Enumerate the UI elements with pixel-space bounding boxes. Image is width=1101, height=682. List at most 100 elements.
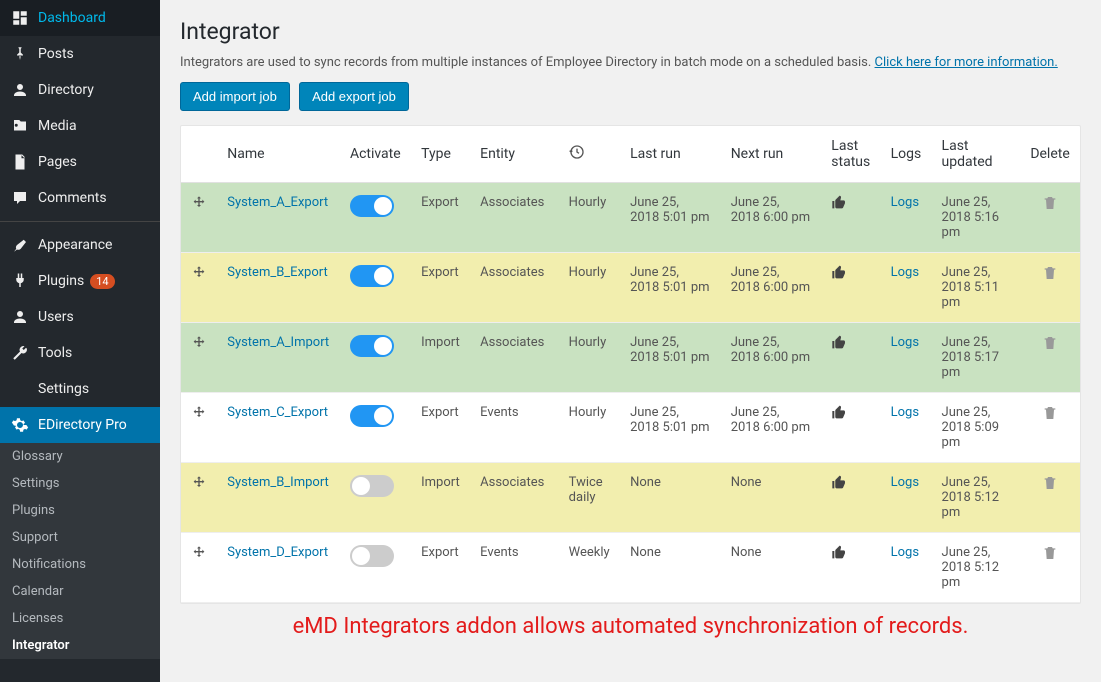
sidebar-item-appearance[interactable]: Appearance [0, 227, 160, 263]
thumbs-up-icon [831, 406, 847, 425]
sidebar-item-label: Comments [38, 190, 107, 206]
cell-updated: June 25, 2018 5:09 pm [932, 393, 1021, 463]
cell-schedule: Twice daily [559, 463, 620, 533]
activate-toggle[interactable] [350, 195, 394, 217]
brush-icon [10, 235, 30, 255]
trash-icon[interactable] [1042, 476, 1058, 495]
thumbs-up-icon [831, 336, 847, 355]
submenu-item-calendar[interactable]: Calendar [0, 578, 160, 605]
cell-nextrun: None [721, 463, 822, 533]
sidebar-item-users[interactable]: Users [0, 299, 160, 335]
submenu-item-support[interactable]: Support [0, 524, 160, 551]
trash-icon[interactable] [1042, 336, 1058, 355]
drag-handle-icon[interactable] [191, 336, 207, 355]
logs-link[interactable]: Logs [891, 545, 919, 560]
cell-type: Export [411, 183, 470, 253]
cell-type: Export [411, 393, 470, 463]
sidebar-item-label: Users [38, 309, 74, 325]
submenu-item-plugins[interactable]: Plugins [0, 497, 160, 524]
sidebar-item-label: EDirectory Pro [38, 417, 127, 433]
logs-link[interactable]: Logs [891, 405, 919, 420]
th-schedule [559, 126, 620, 183]
cell-nextrun: June 25, 2018 6:00 pm [721, 183, 822, 253]
cell-lastrun: June 25, 2018 5:01 pm [620, 323, 721, 393]
th-lastrun: Last run [620, 126, 721, 183]
logs-link[interactable]: Logs [891, 265, 919, 280]
drag-handle-icon[interactable] [191, 476, 207, 495]
cell-updated: June 25, 2018 5:11 pm [932, 253, 1021, 323]
activate-toggle[interactable] [350, 265, 394, 287]
sidebar-item-edirectory-pro[interactable]: EDirectory Pro [0, 407, 160, 443]
trash-icon[interactable] [1042, 546, 1058, 565]
integrator-table: Name Activate Type Entity Last run Next … [181, 126, 1080, 603]
sidebar-item-label: Posts [38, 46, 74, 62]
cell-lastrun: None [620, 463, 721, 533]
thumbs-up-icon [831, 196, 847, 215]
activate-toggle[interactable] [350, 545, 394, 567]
user-icon [10, 307, 30, 327]
sidebar-item-tools[interactable]: Tools [0, 335, 160, 371]
sidebar-item-directory[interactable]: Directory [0, 72, 160, 108]
cell-type: Import [411, 323, 470, 393]
sidebar-item-dashboard[interactable]: Dashboard [0, 0, 160, 36]
submenu-item-licenses[interactable]: Licenses [0, 605, 160, 632]
more-info-link[interactable]: Click here for more information. [875, 55, 1058, 70]
sidebar-item-plugins[interactable]: Plugins14 [0, 263, 160, 299]
table-row: System_B_ImportImportAssociatesTwice dai… [181, 463, 1080, 533]
cell-lastrun: June 25, 2018 5:01 pm [620, 253, 721, 323]
activate-toggle[interactable] [350, 475, 394, 497]
job-name-link[interactable]: System_A_Export [227, 195, 328, 210]
job-name-link[interactable]: System_D_Export [227, 545, 328, 560]
job-name-link[interactable]: System_A_Import [227, 335, 329, 350]
page-title: Integrator [180, 18, 1081, 45]
wrench-icon [10, 343, 30, 363]
logs-link[interactable]: Logs [891, 335, 919, 350]
cell-schedule: Hourly [559, 183, 620, 253]
sidebar-item-comments[interactable]: Comments [0, 180, 160, 216]
table-row: System_C_ExportExportEventsHourlyJune 25… [181, 393, 1080, 463]
cell-lastrun: June 25, 2018 5:01 pm [620, 393, 721, 463]
table-row: System_A_Export ExportAssociatesHourly Jun… [181, 183, 1080, 253]
activate-toggle[interactable] [350, 405, 394, 427]
add-import-job-button[interactable]: Add import job [180, 82, 290, 111]
sidebar-item-media[interactable]: Media [0, 108, 160, 144]
cell-entity: Associates [470, 323, 559, 393]
submenu-item-settings[interactable]: Settings [0, 470, 160, 497]
add-export-job-button[interactable]: Add export job [299, 82, 409, 111]
cell-lastrun: None [620, 533, 721, 603]
drag-handle-icon[interactable] [191, 266, 207, 285]
submenu-item-notifications[interactable]: Notifications [0, 551, 160, 578]
submenu-item-integrator[interactable]: Integrator [0, 632, 160, 659]
cell-schedule: Hourly [559, 323, 620, 393]
cell-updated: June 25, 2018 5:12 pm [932, 463, 1021, 533]
cell-entity: Events [470, 393, 559, 463]
page-description: Integrators are used to sync records fro… [180, 55, 1081, 70]
job-name-link[interactable]: System_B_Import [227, 475, 329, 490]
th-activate: Activate [340, 126, 411, 183]
submenu-item-glossary[interactable]: Glossary [0, 443, 160, 470]
job-name-link[interactable]: System_B_Export [227, 265, 327, 280]
cell-schedule: Hourly [559, 253, 620, 323]
job-name-link[interactable]: System_C_Export [227, 405, 328, 420]
plug-icon [10, 271, 30, 291]
drag-handle-icon[interactable] [191, 546, 207, 565]
history-icon [569, 144, 585, 160]
sidebar-item-settings[interactable]: Settings [0, 371, 160, 407]
cell-entity: Associates [470, 183, 559, 253]
th-entity: Entity [470, 126, 559, 183]
trash-icon[interactable] [1042, 406, 1058, 425]
th-type: Type [411, 126, 470, 183]
thumbs-up-icon [831, 266, 847, 285]
trash-icon[interactable] [1042, 266, 1058, 285]
drag-handle-icon[interactable] [191, 196, 207, 215]
sidebar-item-pages[interactable]: Pages [0, 144, 160, 180]
table-row: System_A_Import ImportAssociatesHourlyJun… [181, 323, 1080, 393]
drag-handle-icon[interactable] [191, 406, 207, 425]
settings-icon [10, 379, 30, 399]
thumbs-up-icon [831, 546, 847, 565]
sidebar-item-posts[interactable]: Posts [0, 36, 160, 72]
logs-link[interactable]: Logs [891, 195, 919, 210]
trash-icon[interactable] [1042, 196, 1058, 215]
activate-toggle[interactable] [350, 335, 394, 357]
logs-link[interactable]: Logs [891, 475, 919, 490]
